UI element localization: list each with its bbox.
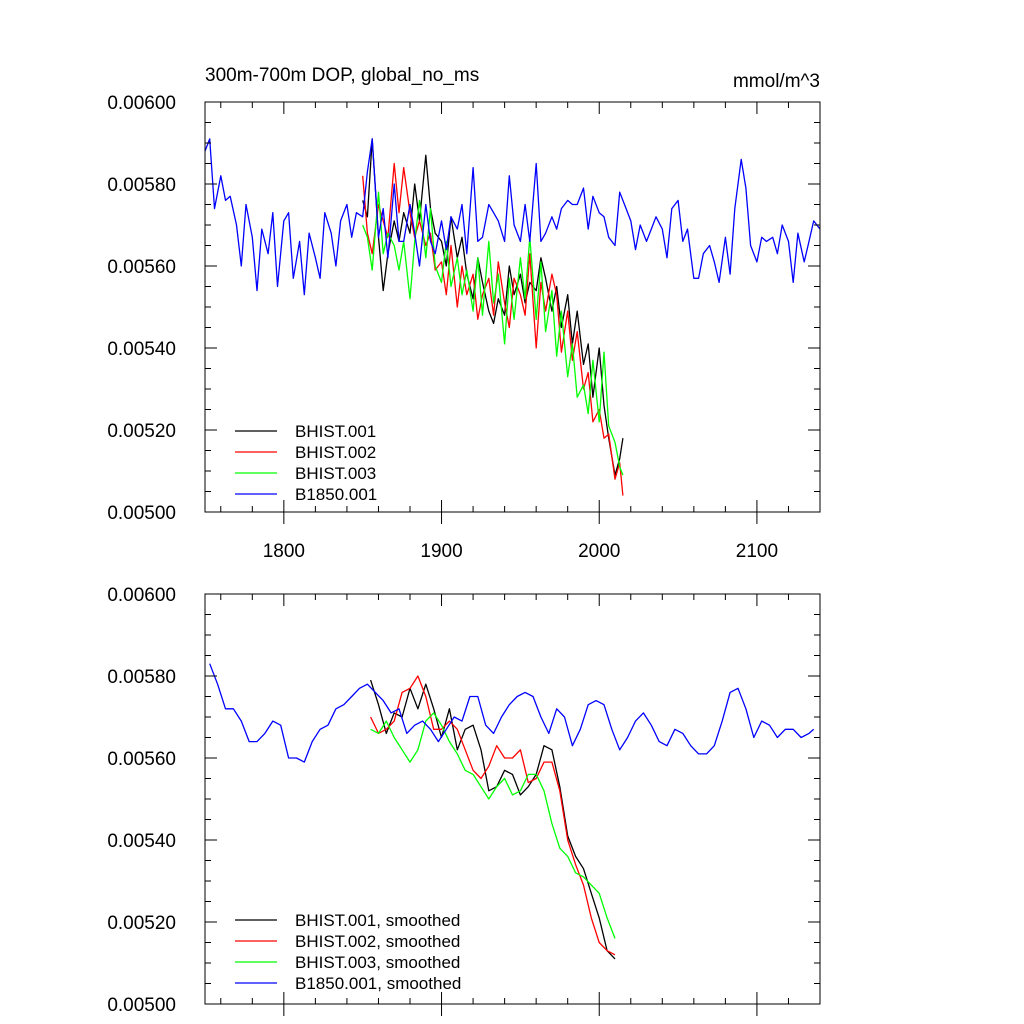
bottom-series-line-3 [370, 712, 616, 939]
top-legend-label: BHIST.002 [295, 443, 376, 462]
top-series-line-1 [362, 138, 624, 476]
top-panel: 300m-700m DOP, global_no_ms mmol/m^3 0.0… [107, 65, 821, 562]
top-y-tick-label: 0.00540 [107, 339, 176, 360]
top-panel-title: 300m-700m DOP, global_no_ms [205, 65, 479, 86]
top-legend-label: BHIST.001 [295, 422, 376, 441]
top-y-tick-label: 0.00500 [107, 503, 176, 524]
top-y-tick-label: 0.00520 [107, 421, 176, 442]
top-y-tick-label: 0.00560 [107, 257, 176, 278]
top-series-group [205, 138, 820, 496]
top-x-tick-label: 2100 [736, 541, 778, 562]
bottom-y-tick-label: 0.00580 [107, 667, 176, 688]
top-panel-units: mmol/m^3 [733, 71, 820, 92]
top-legend-label: B1850.001 [295, 485, 377, 504]
bottom-y-tick-label: 0.00520 [107, 913, 176, 934]
top-series-line-2 [362, 162, 624, 496]
top-y-tick-label: 0.00600 [107, 93, 176, 114]
bottom-y-tick-label: 0.00540 [107, 831, 176, 852]
bottom-panel: 0.00500 0.00520 0.00540 0.00560 0.00580 0.006… [107, 585, 821, 1016]
top-y-tick-label: 0.00580 [107, 175, 176, 196]
top-x-tick-label: 2000 [578, 541, 620, 562]
bottom-y-tick-label: 0.00500 [107, 995, 176, 1016]
bottom-series-line-2 [370, 675, 616, 956]
bottom-legend: BHIST.001, smoothed BHIST.002, smoothed BH… [235, 911, 461, 993]
top-series-line-4 [205, 138, 820, 296]
top-legend-label: BHIST.003 [295, 464, 376, 483]
top-x-tick-label: 1900 [420, 541, 462, 562]
bottom-legend-label: BHIST.003, smoothed [295, 953, 460, 972]
bottom-y-tick-label: 0.00600 [107, 585, 176, 606]
bottom-y-tick-label: 0.00560 [107, 749, 176, 770]
bottom-legend-label: BHIST.001, smoothed [295, 911, 460, 930]
top-x-tick-label: 1800 [263, 541, 305, 562]
top-legend: BHIST.001 BHIST.002 BHIST.003 B1850.001 [235, 422, 377, 504]
top-series-line-3 [362, 191, 624, 476]
bottom-legend-label: B1850.001, smoothed [295, 974, 461, 993]
bottom-legend-label: BHIST.002, smoothed [295, 932, 460, 951]
bottom-series-line-1 [369, 679, 616, 960]
bottom-series-group [209, 663, 815, 960]
bottom-series-line-4 [209, 663, 815, 763]
